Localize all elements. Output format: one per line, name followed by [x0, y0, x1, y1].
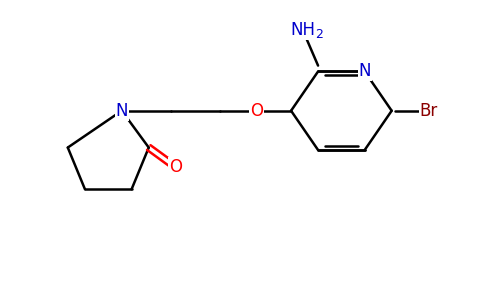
- Text: O: O: [169, 158, 182, 176]
- Text: N: N: [359, 62, 371, 80]
- Text: NH: NH: [291, 21, 316, 39]
- Text: N: N: [116, 102, 128, 120]
- Text: 2: 2: [316, 28, 323, 41]
- Text: Br: Br: [419, 102, 438, 120]
- Text: O: O: [250, 102, 263, 120]
